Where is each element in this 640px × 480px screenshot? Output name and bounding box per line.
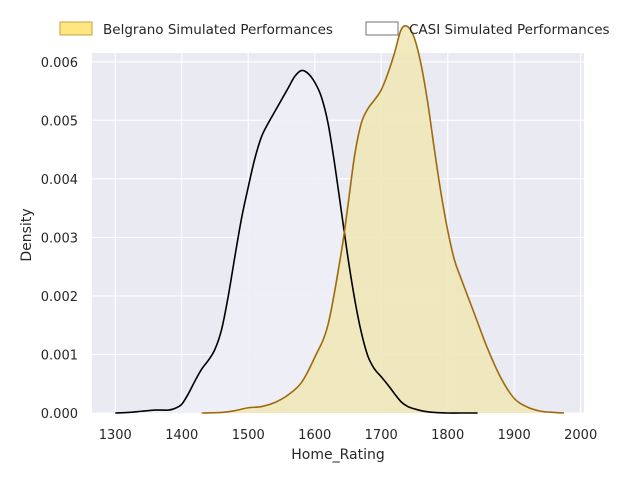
- x-tick-label: 1500: [232, 428, 265, 443]
- series-area-casi: [115, 70, 478, 414]
- x-tick-label: 1700: [365, 428, 398, 443]
- series-area-belgrano: [201, 25, 565, 414]
- series-line-belgrano: [201, 24, 565, 414]
- y-tick-label: 0.005: [41, 114, 78, 129]
- tick-labels: 1300 1400 1500 1600 1700 1800 1900 2000 0.000 0.0…: [41, 56, 597, 443]
- x-axis-label: Home_Rating: [291, 447, 384, 463]
- x-tick-label: 2000: [564, 428, 597, 443]
- y-tick-label: 0.001: [41, 348, 78, 363]
- legend-swatch-belgrano: [59, 21, 93, 36]
- x-tick-label: 1800: [431, 428, 464, 443]
- legend-label-belgrano: Belgrano Simulated Performances: [103, 22, 333, 38]
- legend: Belgrano Simulated Performances CASI Sim…: [59, 21, 610, 38]
- series-layer: [115, 24, 565, 414]
- y-tick-label: 0.004: [41, 173, 78, 188]
- x-tick-label: 1400: [165, 428, 198, 443]
- y-tick-label: 0.000: [41, 407, 78, 422]
- x-tick-label: 1300: [99, 428, 132, 443]
- legend-swatch-casi: [365, 21, 399, 36]
- x-tick-label: 1600: [298, 428, 331, 443]
- y-tick-label: 0.002: [41, 290, 78, 305]
- y-axis-label: Density: [19, 208, 35, 261]
- legend-label-casi: CASI Simulated Performances: [409, 22, 610, 38]
- x-tick-label: 1900: [498, 428, 531, 443]
- series-line-casi: [115, 69, 478, 414]
- y-tick-label: 0.003: [41, 231, 78, 246]
- y-tick-label: 0.006: [41, 56, 78, 71]
